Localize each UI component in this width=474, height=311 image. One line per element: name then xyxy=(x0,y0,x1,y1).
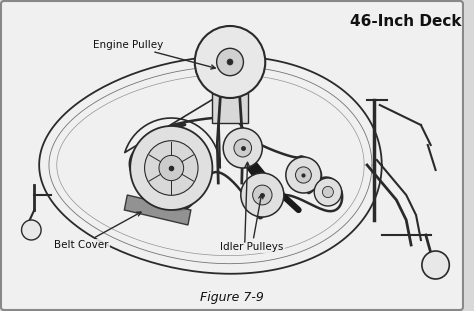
Text: Engine Pulley: Engine Pulley xyxy=(93,40,215,69)
Circle shape xyxy=(195,26,265,98)
Circle shape xyxy=(286,157,321,193)
Circle shape xyxy=(21,220,41,240)
FancyBboxPatch shape xyxy=(212,93,247,123)
Circle shape xyxy=(145,141,198,195)
Circle shape xyxy=(234,139,252,157)
Circle shape xyxy=(322,186,333,197)
Circle shape xyxy=(130,126,212,210)
Circle shape xyxy=(422,251,449,279)
FancyBboxPatch shape xyxy=(1,1,463,310)
Circle shape xyxy=(159,156,183,181)
Text: Figure 7-9: Figure 7-9 xyxy=(200,290,264,304)
Circle shape xyxy=(217,48,244,76)
Circle shape xyxy=(314,178,342,206)
Text: Idler Pulleys: Idler Pulleys xyxy=(220,194,283,252)
Circle shape xyxy=(253,185,272,205)
Circle shape xyxy=(223,128,262,168)
Text: Belt Cover: Belt Cover xyxy=(54,212,141,250)
Text: 46-Inch Deck: 46-Inch Deck xyxy=(350,15,462,30)
Polygon shape xyxy=(124,195,191,225)
Circle shape xyxy=(227,59,233,65)
Circle shape xyxy=(295,167,311,183)
Circle shape xyxy=(241,173,284,217)
